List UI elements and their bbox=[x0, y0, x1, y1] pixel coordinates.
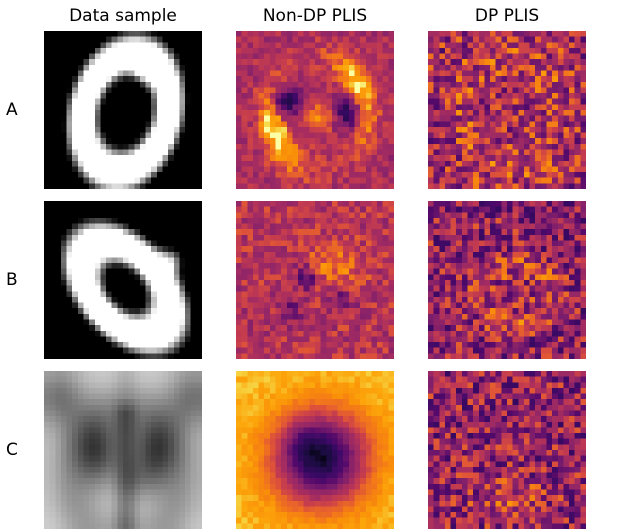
col-header-2: DP PLIS bbox=[428, 6, 586, 26]
panel-c-2 bbox=[428, 371, 586, 529]
col-header-1: Non-DP PLIS bbox=[236, 6, 394, 26]
row-label-a: A bbox=[6, 100, 18, 120]
figure-grid: Data sample Non-DP PLIS DP PLIS A B C bbox=[0, 0, 630, 532]
col-header-0: Data sample bbox=[44, 6, 202, 26]
panel-b-0 bbox=[44, 201, 202, 359]
panel-c-1 bbox=[236, 371, 394, 529]
panel-a-0 bbox=[44, 31, 202, 189]
panel-a-2 bbox=[428, 31, 586, 189]
row-label-b: B bbox=[6, 270, 18, 290]
row-label-c: C bbox=[6, 440, 18, 460]
panel-c-0 bbox=[44, 371, 202, 529]
panel-a-1 bbox=[236, 31, 394, 189]
panel-b-1 bbox=[236, 201, 394, 359]
panel-b-2 bbox=[428, 201, 586, 359]
